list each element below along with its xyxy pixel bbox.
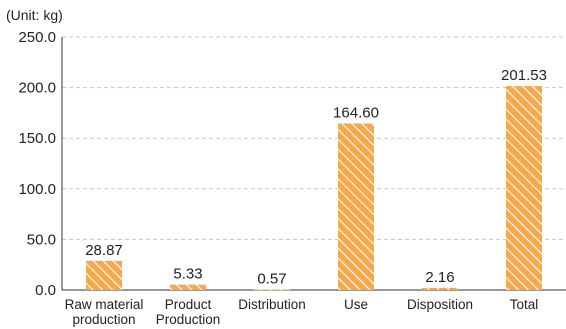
data-label: 164.60	[333, 104, 379, 121]
bars	[86, 86, 542, 291]
data-label: 5.33	[173, 266, 202, 283]
bar	[170, 284, 206, 290]
y-axis-ticks: 0.0 50.0 100.0 150.0 200.0 250.0	[18, 29, 56, 299]
x-axis-labels: Raw material production Product Production D…	[65, 297, 539, 327]
y-tick-label: 50.0	[27, 231, 56, 248]
x-tick-label-line: Raw material	[65, 297, 144, 312]
bar	[86, 260, 122, 290]
data-labels: 28.87 5.33 0.57 164.60 2.16 201.53	[85, 67, 547, 287]
y-tick-label: 150.0	[18, 130, 56, 147]
bar	[338, 123, 374, 290]
x-tick-label: Disposition	[407, 297, 473, 312]
x-tick-label-line: Use	[344, 297, 368, 312]
x-tick-label: Total	[510, 297, 539, 312]
y-tick-label: 100.0	[18, 181, 56, 198]
data-label: 28.87	[85, 242, 123, 259]
data-label: 2.16	[425, 269, 454, 286]
x-tick-label-line: Product	[165, 297, 212, 312]
x-tick-label-line: Production	[156, 312, 221, 327]
bar	[422, 287, 458, 290]
bar	[506, 86, 542, 291]
x-tick-label: Use	[344, 297, 368, 312]
x-tick-label-line: production	[72, 312, 135, 327]
x-tick-label-line: Distribution	[238, 297, 306, 312]
x-tick-label-line: Total	[510, 297, 539, 312]
y-tick-label: 0.0	[35, 282, 56, 299]
bar	[254, 289, 290, 291]
unit-label: (Unit: kg)	[6, 7, 63, 23]
x-tick-label: Raw material production	[65, 297, 144, 327]
gridlines	[62, 36, 566, 240]
y-tick-label: 250.0	[18, 29, 56, 46]
y-tick-label: 200.0	[18, 80, 56, 97]
data-label: 0.57	[257, 270, 286, 287]
x-tick-label-line: Disposition	[407, 297, 473, 312]
x-tick-label: Product Production	[156, 297, 221, 327]
data-label: 201.53	[501, 67, 547, 84]
x-tick-label: Distribution	[238, 297, 306, 312]
